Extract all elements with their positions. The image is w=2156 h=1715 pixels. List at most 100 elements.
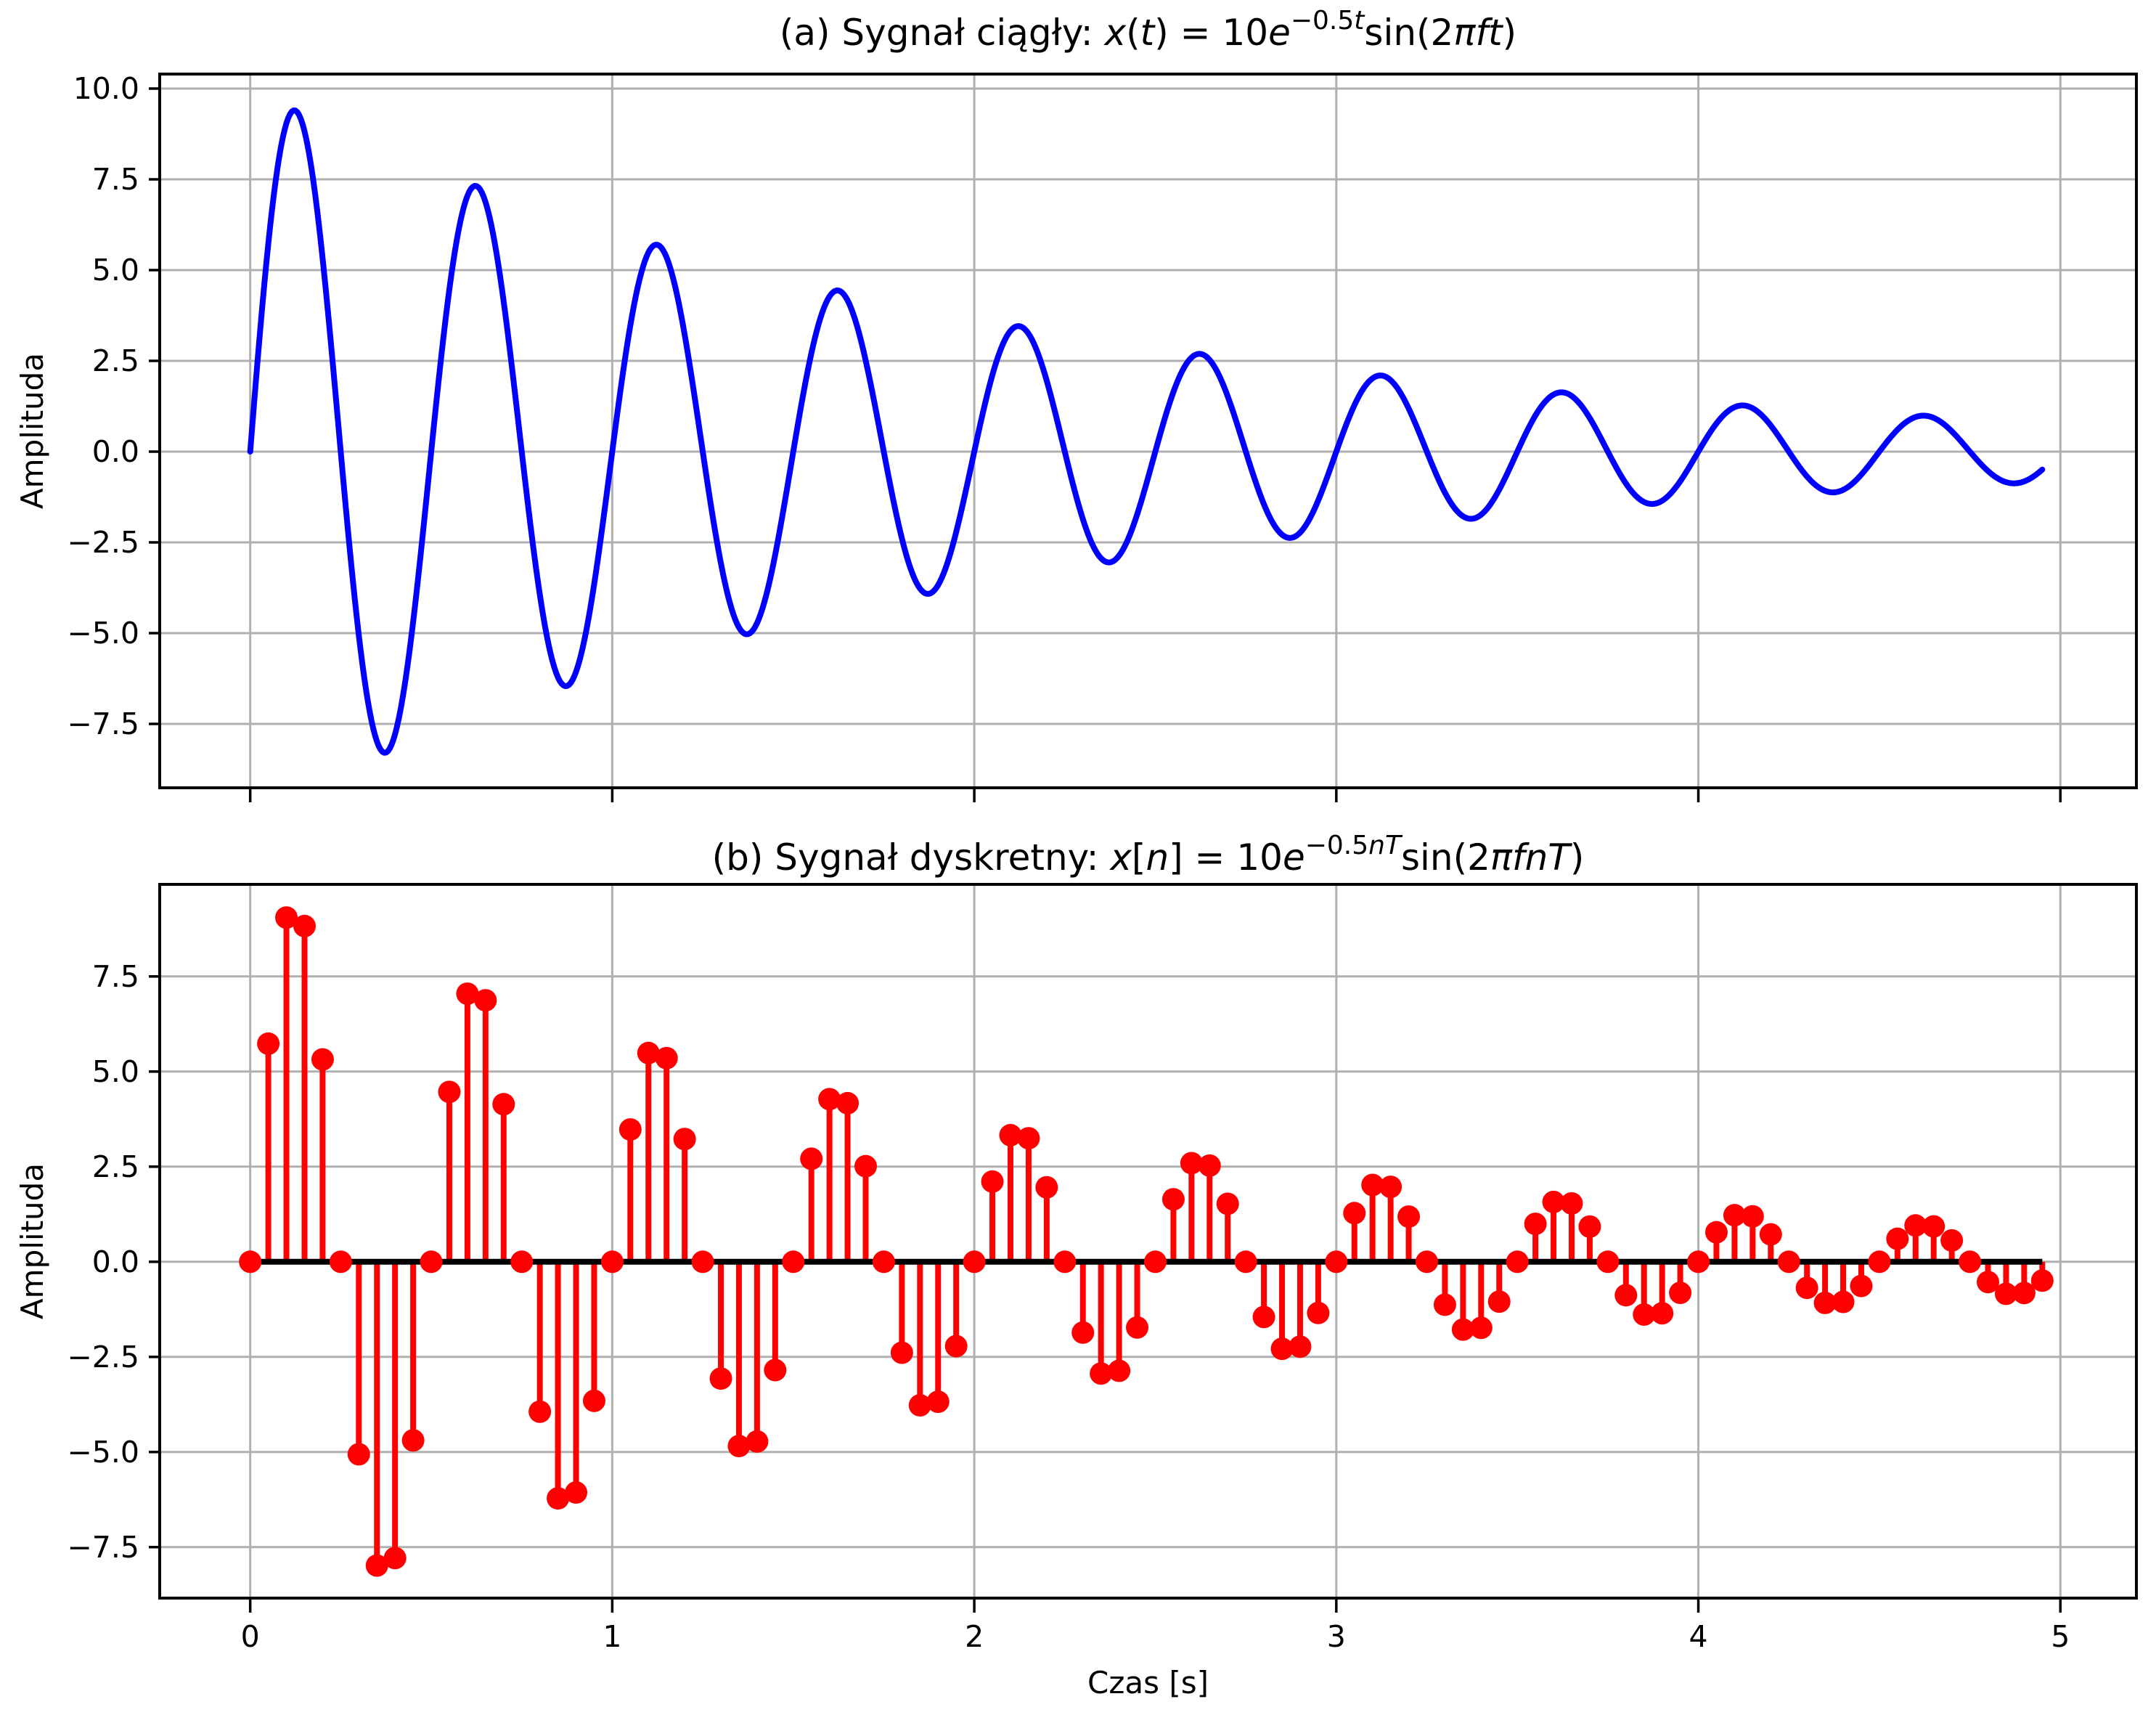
stem-marker bbox=[1234, 1250, 1257, 1274]
subplot-a-frame bbox=[158, 73, 2138, 789]
stem-marker bbox=[618, 1118, 642, 1141]
stem-marker bbox=[1343, 1202, 1366, 1225]
stem-marker bbox=[872, 1250, 895, 1274]
x-tick-label: 3 bbox=[1327, 1619, 1346, 1654]
stem-marker bbox=[474, 989, 497, 1012]
stem-marker bbox=[1578, 1215, 1601, 1238]
stem-marker bbox=[1542, 1190, 1565, 1213]
subplot-b-frame bbox=[158, 883, 2138, 1600]
subplot-b-xlabel: Czas [s] bbox=[1087, 1665, 1209, 1700]
stem-marker bbox=[547, 1487, 570, 1510]
stem-marker bbox=[1289, 1335, 1312, 1358]
stem-marker bbox=[239, 1250, 262, 1274]
stem-marker bbox=[981, 1170, 1004, 1193]
subplot-b-stem-group bbox=[239, 906, 2054, 1577]
stem-marker bbox=[565, 1481, 588, 1504]
stem-marker bbox=[890, 1341, 913, 1364]
stem-marker bbox=[637, 1041, 660, 1064]
continuous-signal-curve bbox=[247, 107, 2046, 756]
stem-marker bbox=[1451, 1318, 1474, 1341]
stem-marker bbox=[1143, 1250, 1167, 1274]
stem-marker bbox=[1832, 1290, 1855, 1313]
stem-marker bbox=[1361, 1173, 1384, 1197]
stem-marker bbox=[420, 1250, 443, 1274]
stem-marker bbox=[1252, 1305, 1275, 1329]
stem-marker bbox=[709, 1367, 732, 1390]
y-tick-label: −2.5 bbox=[67, 1340, 139, 1374]
stem-marker bbox=[908, 1393, 931, 1417]
stem-marker bbox=[800, 1147, 823, 1170]
stem-marker bbox=[1216, 1192, 1239, 1215]
stem-marker bbox=[691, 1250, 714, 1274]
stem-marker bbox=[818, 1088, 841, 1111]
subplot-a-grid bbox=[160, 74, 2136, 788]
stem-marker bbox=[727, 1435, 751, 1458]
subplot-a-title: (a) Sygnał ciągły: x(t) = 10e−0.5tsin(2π… bbox=[780, 6, 1516, 54]
y-tick-label: 0.0 bbox=[92, 1245, 139, 1279]
stem-marker bbox=[1560, 1191, 1583, 1215]
stem-marker bbox=[1741, 1205, 1764, 1228]
stem-marker bbox=[365, 1554, 388, 1577]
subplot-b-grid bbox=[160, 884, 2136, 1598]
stem-marker bbox=[1433, 1293, 1456, 1316]
y-tick-label: −2.5 bbox=[67, 525, 139, 560]
stem-marker bbox=[1161, 1188, 1185, 1211]
stem-marker bbox=[1198, 1154, 1221, 1177]
stem-marker bbox=[1795, 1276, 1818, 1300]
y-tick-label: 5.0 bbox=[92, 1054, 139, 1089]
stem-marker bbox=[492, 1093, 515, 1116]
stem-marker bbox=[1596, 1250, 1620, 1274]
stem-marker bbox=[1940, 1229, 1964, 1252]
y-tick-label: 7.5 bbox=[92, 959, 139, 994]
stem-marker bbox=[1669, 1282, 1692, 1305]
stem-marker bbox=[1035, 1176, 1058, 1199]
stem-marker bbox=[1108, 1359, 1131, 1382]
stem-marker bbox=[926, 1390, 950, 1414]
stem-marker bbox=[1469, 1316, 1493, 1340]
stem-marker bbox=[1813, 1291, 1837, 1314]
stem-marker bbox=[1904, 1214, 1927, 1237]
stem-marker bbox=[1704, 1221, 1728, 1244]
stem-marker bbox=[456, 982, 479, 1006]
x-tick-label: 2 bbox=[965, 1619, 984, 1654]
stem-marker bbox=[257, 1032, 280, 1055]
stem-marker bbox=[582, 1389, 605, 1412]
stem-marker bbox=[528, 1400, 552, 1423]
stem-marker bbox=[1922, 1215, 1945, 1238]
subplot-b-title: (b) Sygnał dyskretny: x[n] = 10e−0.5nTsi… bbox=[712, 831, 1585, 879]
stem-marker bbox=[1614, 1284, 1638, 1307]
stem-marker bbox=[2030, 1269, 2054, 1292]
stem-marker bbox=[1524, 1213, 1547, 1236]
y-tick-label: 2.5 bbox=[92, 1149, 139, 1184]
stem-marker bbox=[401, 1429, 425, 1452]
stem-marker bbox=[1633, 1303, 1656, 1326]
stem-marker bbox=[1180, 1152, 1203, 1175]
stem-marker bbox=[2012, 1282, 2035, 1305]
stem-marker bbox=[1416, 1250, 1439, 1274]
y-tick-label: −5.0 bbox=[67, 616, 139, 651]
stem-marker bbox=[1959, 1250, 1982, 1274]
stem-marker bbox=[673, 1128, 696, 1151]
stem-marker bbox=[764, 1358, 787, 1382]
stem-marker bbox=[854, 1154, 877, 1178]
subplot-a-curve-group bbox=[247, 107, 2046, 756]
stem-marker bbox=[836, 1091, 859, 1115]
stem-marker bbox=[1487, 1290, 1511, 1313]
stem-marker bbox=[1270, 1337, 1294, 1361]
subplot-b-ticks bbox=[149, 975, 2062, 1613]
stem-marker bbox=[1090, 1362, 1113, 1385]
stem-marker bbox=[1777, 1250, 1800, 1274]
y-tick-label: −7.5 bbox=[67, 706, 139, 741]
y-tick-label: 10.0 bbox=[73, 71, 139, 106]
stem-marker bbox=[1651, 1302, 1674, 1325]
subplot-b-ylabel: Amplituda bbox=[15, 1163, 50, 1319]
stem-marker bbox=[1397, 1205, 1421, 1229]
stem-marker bbox=[1994, 1282, 2017, 1305]
stem-marker bbox=[1886, 1227, 1909, 1250]
stem-marker bbox=[1687, 1250, 1710, 1274]
x-tick-label: 4 bbox=[1689, 1619, 1708, 1654]
stem-marker bbox=[1977, 1271, 2000, 1294]
stem-marker bbox=[311, 1048, 334, 1071]
stem-marker bbox=[1053, 1250, 1077, 1274]
